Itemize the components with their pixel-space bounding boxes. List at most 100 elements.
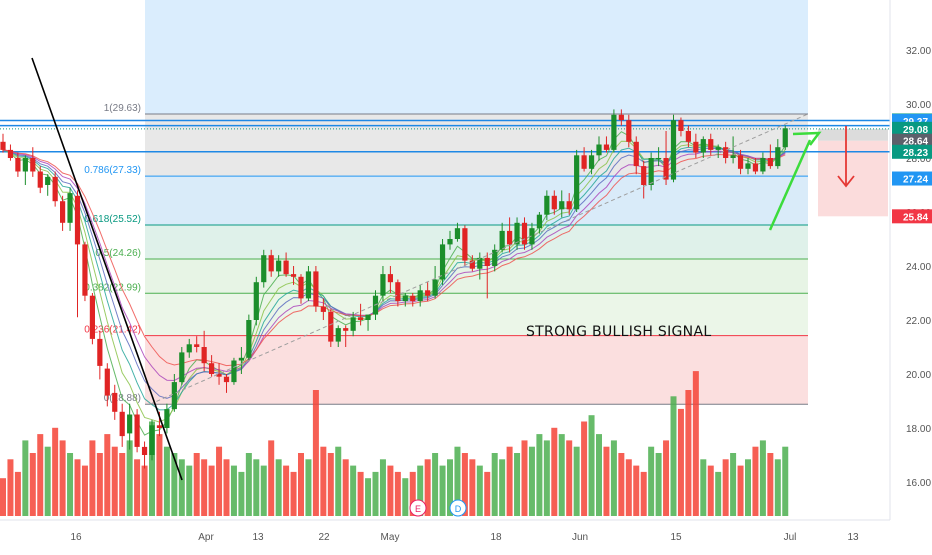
volume-bar bbox=[715, 471, 722, 516]
candle-body bbox=[350, 317, 356, 331]
candle-body bbox=[67, 193, 73, 223]
volume-bar bbox=[521, 440, 528, 516]
price-badge bbox=[892, 133, 932, 148]
candle-body bbox=[559, 201, 565, 210]
x-tick-label: Apr bbox=[198, 532, 214, 543]
volume-bar bbox=[469, 459, 476, 516]
y-tick-label: 16.00 bbox=[906, 478, 931, 489]
candle-body bbox=[611, 114, 617, 150]
x-tick-label: May bbox=[381, 532, 400, 543]
candle-body bbox=[253, 282, 259, 320]
candle-body bbox=[417, 290, 423, 302]
volume-bar bbox=[596, 434, 602, 516]
candle-body bbox=[566, 201, 572, 210]
price-badge-label: 28.64 bbox=[903, 137, 928, 148]
candle-body bbox=[149, 425, 155, 455]
volume-bar bbox=[603, 446, 610, 516]
volume-bar bbox=[655, 453, 662, 516]
candle-body bbox=[22, 158, 28, 172]
volume-bar bbox=[268, 440, 275, 516]
candle-body bbox=[186, 344, 192, 353]
volume-bar bbox=[700, 459, 707, 516]
volume-bar bbox=[134, 459, 141, 516]
volume-bar bbox=[193, 453, 200, 516]
event-marker: D bbox=[449, 499, 467, 517]
candle-body bbox=[387, 274, 393, 283]
volume-bar bbox=[44, 446, 51, 516]
candle-body bbox=[320, 306, 326, 312]
candle-body bbox=[752, 163, 759, 172]
volume-bar bbox=[260, 465, 267, 516]
volume-bar bbox=[290, 471, 297, 516]
candle-body bbox=[380, 274, 386, 296]
candle-body bbox=[574, 155, 580, 210]
volume-bar bbox=[208, 465, 215, 516]
volume-bar bbox=[394, 471, 401, 516]
candle-body bbox=[715, 147, 721, 150]
volume-bar bbox=[514, 453, 521, 516]
volume-bar bbox=[439, 465, 446, 516]
candle-body bbox=[760, 158, 766, 172]
volume-bar bbox=[402, 478, 409, 516]
ma-ribbon-layer bbox=[2, 131, 786, 436]
y-tick-label: 28.00 bbox=[906, 154, 931, 165]
volume-bar bbox=[432, 453, 439, 516]
candle-body bbox=[603, 144, 610, 150]
volume-bar bbox=[96, 453, 103, 516]
volume-bar bbox=[52, 427, 59, 516]
volume-bar bbox=[275, 459, 282, 516]
volume-bar bbox=[59, 440, 66, 516]
volume-bar bbox=[663, 440, 670, 516]
candle-body bbox=[484, 257, 490, 266]
volume-bar bbox=[409, 471, 416, 516]
candle-body bbox=[678, 120, 684, 131]
candle-body bbox=[477, 257, 483, 269]
candle-body bbox=[179, 352, 185, 383]
price-badge-label: 28.23 bbox=[903, 148, 928, 159]
price-badge bbox=[892, 144, 932, 159]
candle-body bbox=[551, 195, 557, 210]
volume-bar bbox=[573, 446, 580, 516]
volume-bar bbox=[648, 446, 655, 516]
fib-label: 0.236(21.42) bbox=[84, 325, 141, 336]
volume-bar bbox=[163, 446, 170, 516]
candle-body bbox=[231, 360, 237, 383]
volume-bar bbox=[745, 459, 751, 516]
candle-body bbox=[492, 249, 498, 266]
volume-bar bbox=[335, 446, 342, 516]
candle-body bbox=[313, 271, 319, 307]
volume-bar bbox=[342, 459, 349, 516]
volume-bar bbox=[752, 446, 759, 516]
ma-line bbox=[2, 131, 786, 436]
x-tick-label: 15 bbox=[670, 532, 682, 543]
volume-bar bbox=[737, 465, 744, 516]
candle-body bbox=[499, 230, 505, 250]
y-tick-label: 24.00 bbox=[906, 262, 931, 273]
candle-body bbox=[358, 317, 364, 320]
annotation-label: STRONG BULLISH SIGNAL bbox=[526, 324, 711, 340]
volume-bar bbox=[767, 453, 774, 516]
candle-body bbox=[462, 228, 468, 261]
volume-bar bbox=[461, 453, 468, 516]
candle-body bbox=[283, 260, 289, 275]
candle-body bbox=[52, 176, 58, 202]
target-zone bbox=[145, 0, 808, 114]
candle-body bbox=[7, 149, 14, 158]
volume-bar bbox=[618, 453, 625, 516]
volume-bar bbox=[484, 471, 491, 516]
volume-bar bbox=[491, 453, 498, 516]
volume-bar bbox=[14, 471, 21, 516]
fib-label: 0.382(22.99) bbox=[84, 282, 141, 293]
volume-bar bbox=[126, 440, 133, 516]
candle-body bbox=[268, 255, 274, 272]
candle-body bbox=[782, 128, 788, 148]
volume-bar bbox=[365, 478, 372, 516]
volume-bar bbox=[476, 465, 483, 516]
candles-layer bbox=[0, 109, 788, 469]
volume-bar bbox=[387, 465, 394, 516]
candle-body bbox=[305, 271, 312, 299]
volume-bar bbox=[29, 453, 36, 516]
